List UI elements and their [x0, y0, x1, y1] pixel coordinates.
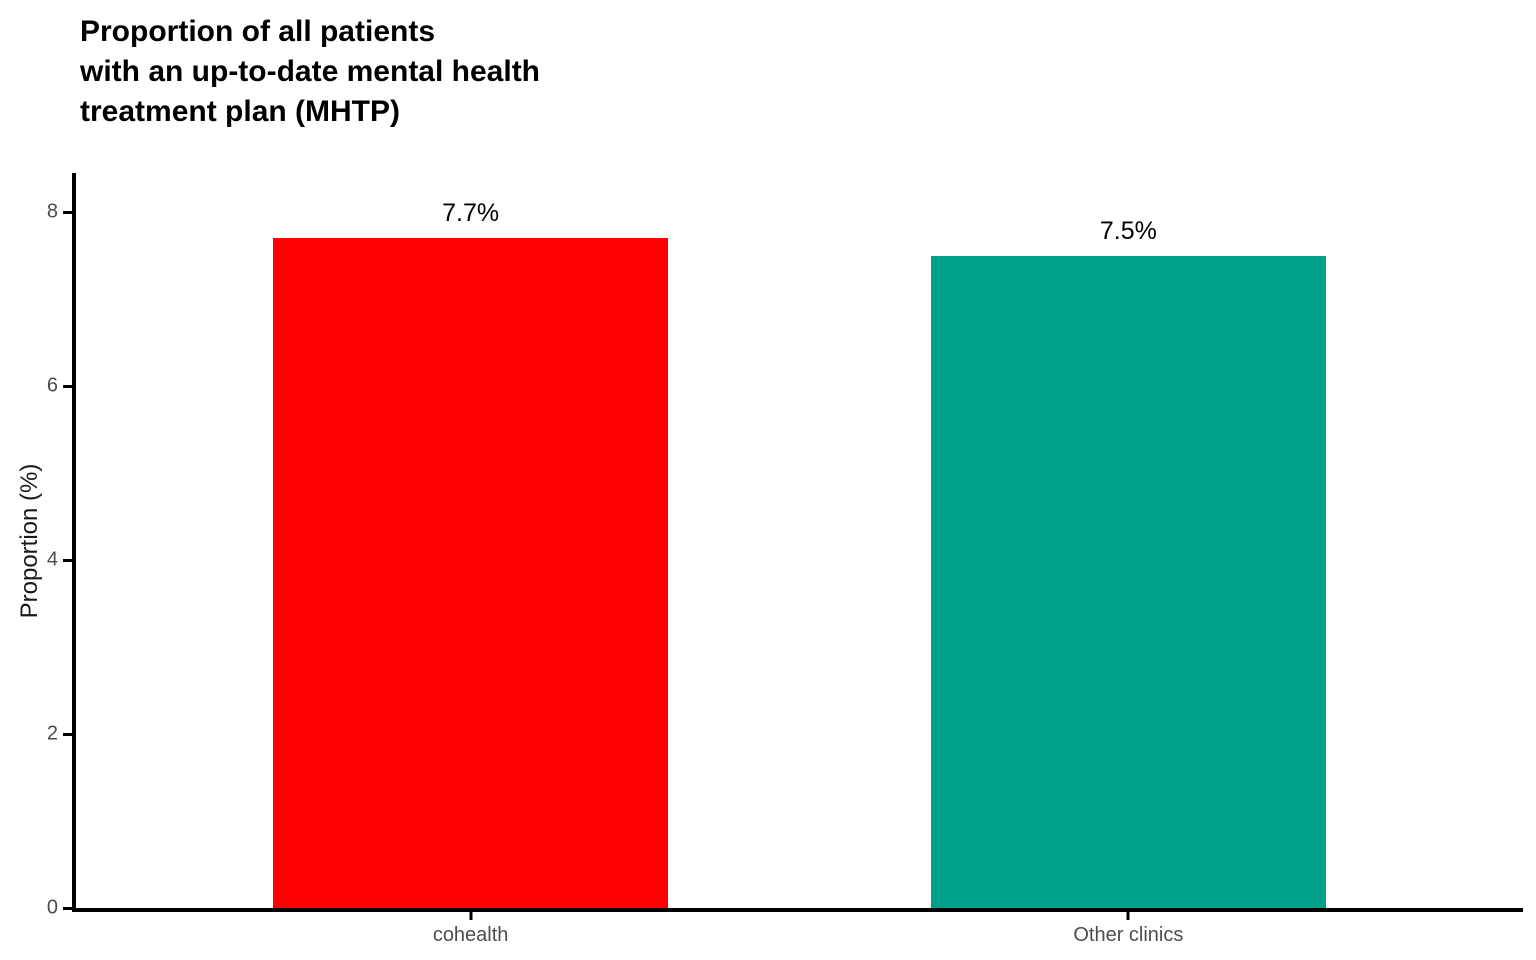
x-axis-tick-mark [1126, 908, 1130, 920]
y-axis-tick-mark [63, 732, 72, 736]
x-axis-tick-label: Other clinics [1073, 924, 1184, 946]
y-axis-tick-mark [63, 906, 72, 910]
y-axis-tick-mark [63, 558, 72, 562]
y-axis-tick-label: 8 [46, 200, 58, 223]
y-axis-tick-label: 6 [46, 374, 58, 397]
bar-value-label: 7.7% [442, 199, 500, 228]
x-axis-tick-label: cohealth [432, 924, 509, 946]
bar-value-label: 7.5% [1099, 216, 1157, 245]
y-axis-title: Proportion (%) [16, 463, 43, 619]
bar-other-clinics [931, 256, 1326, 908]
y-axis-tick-label: 4 [46, 548, 58, 571]
y-axis-tick-label: 0 [46, 896, 58, 919]
chart-title-line-2: with an up-to-date mental health [80, 55, 541, 88]
chart-title-line-1: Proportion of all patients [80, 15, 436, 48]
chart-title-line-3: treatment plan (MHTP) [80, 95, 401, 128]
bar-cohealth [273, 238, 668, 908]
x-axis-tick-mark [469, 908, 473, 920]
y-axis-tick-mark [63, 384, 72, 388]
chart-title: Proportion of all patients with an up-to… [80, 12, 540, 132]
y-axis-tick-label: 2 [46, 722, 58, 745]
y-axis-tick-mark [63, 210, 72, 214]
plot-area: 0 2 4 6 8 7.7% cohealth 7.5% Other clinics [47, 173, 1523, 946]
